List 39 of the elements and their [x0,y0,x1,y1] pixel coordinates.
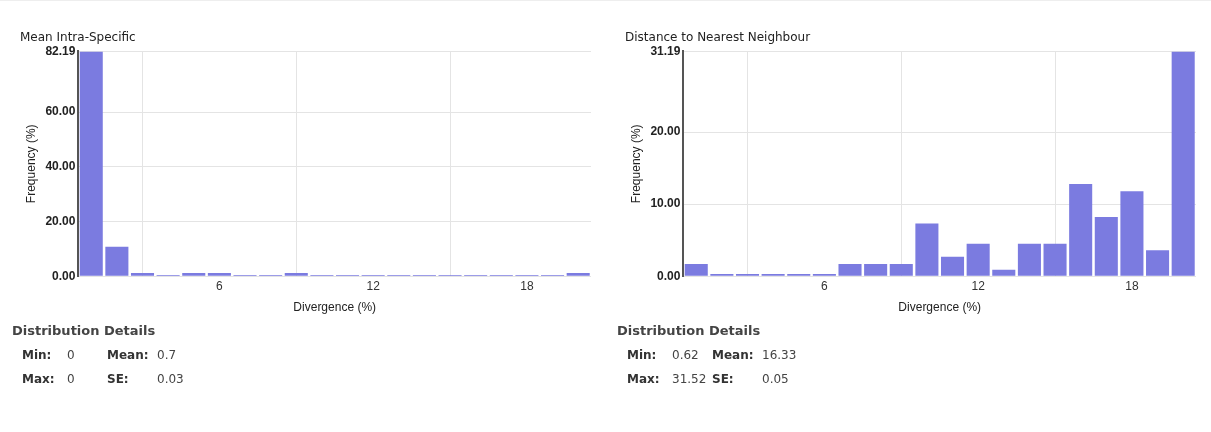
x-tick-label: 6 [216,278,224,293]
y-axis-title: Frequency (%) [23,124,38,204]
text: 0.03 [157,372,185,386]
text: Min: [22,348,53,362]
y-axis-title: Frequency (%) [628,124,643,204]
x-axis-title: Divergence (%) [293,300,377,315]
chart-title: Mean Intra-Specific [20,30,136,45]
text: Mean: [712,348,755,362]
y-tick-label: 0.00 [657,268,681,283]
x-tick-label: 12 [366,278,381,293]
x-tick-label: 12 [971,278,986,293]
text: 0 [67,348,76,362]
text: SE: [107,372,130,386]
text: Mean: [107,348,150,362]
y-tick-label: 40.00 [45,159,76,174]
text: 16.33 [762,348,798,362]
text: 0.7 [157,348,178,362]
text: SE: [712,372,735,386]
y-tick-label: 31.19 [650,43,681,58]
y-tick-label: 60.00 [45,104,76,119]
y-tick-label: 82.19 [45,43,76,58]
x-axis-title: Divergence (%) [898,300,982,315]
text: Distribution Details [12,323,157,338]
text: Min: [627,348,658,362]
text: 0 [67,372,76,386]
y-tick-label: 10.00 [650,196,681,211]
text: 31.52 [672,372,708,386]
text: Max: [627,372,661,386]
text: 0.62 [672,348,700,362]
text: Max: [22,372,56,386]
text: 0.05 [762,372,790,386]
y-tick-label: 20.00 [45,213,76,228]
x-tick-label: 6 [821,278,829,293]
x-tick-label: 18 [520,278,534,293]
y-tick-label: 20.00 [650,124,681,139]
y-tick-label: 0.00 [52,268,76,283]
chart-title: Distance to Nearest Neighbour [625,30,811,45]
text: Distribution Details [617,323,762,338]
x-tick-label: 18 [1125,278,1139,293]
